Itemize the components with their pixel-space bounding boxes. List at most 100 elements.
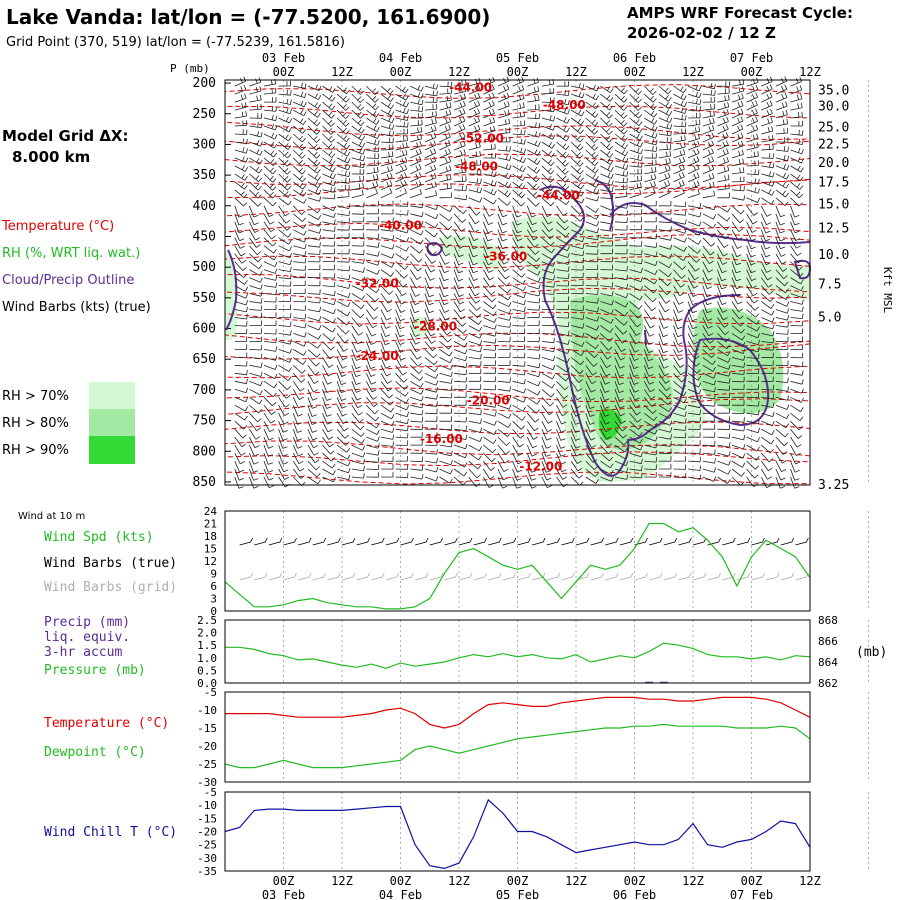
wind-barb	[717, 88, 730, 95]
wind-barb	[337, 225, 350, 231]
wind-barb	[614, 265, 628, 272]
wind-barb	[775, 146, 789, 152]
wind-barb	[644, 269, 658, 276]
wind-barb	[366, 349, 376, 362]
pressure-label: Pressure (mb)	[44, 663, 146, 678]
wind-barb	[629, 168, 642, 175]
wind-barb	[600, 273, 613, 279]
wind-barb	[717, 476, 731, 484]
wind-barb	[468, 187, 482, 194]
wind-barb	[614, 301, 629, 308]
wind-barb	[644, 420, 658, 428]
wind-barb	[322, 101, 336, 111]
wind-barb	[629, 333, 640, 345]
panel-frame	[224, 619, 811, 684]
wind-barb	[263, 114, 278, 122]
wind-barb	[526, 476, 537, 489]
wind-barb	[497, 221, 507, 234]
surface-wind-barb-grid	[663, 572, 678, 581]
wind-barb	[585, 272, 599, 279]
wind-barb	[336, 85, 350, 95]
wind-barb	[746, 468, 759, 479]
wind-barb	[293, 272, 306, 279]
wind-barb	[746, 84, 759, 95]
wind-barb	[395, 464, 409, 470]
wind-barb	[512, 299, 526, 306]
wind-barb	[570, 91, 585, 99]
wind-barb	[688, 402, 702, 409]
surface-wind-barb-true	[517, 537, 531, 546]
wind-barb	[249, 291, 263, 297]
wind-barb	[673, 365, 686, 376]
wind10m-title: Wind at 10 m	[18, 511, 85, 522]
pressure-tick-label: 862	[818, 677, 838, 690]
wind-barb	[366, 450, 380, 456]
wind-barb	[512, 269, 526, 278]
wind-barb	[731, 100, 744, 111]
wind-barb	[746, 100, 758, 111]
wind-barb	[673, 388, 687, 397]
wind-barb	[278, 157, 291, 167]
wind-barb	[761, 84, 773, 95]
wind-barb	[468, 346, 482, 353]
legend-rh80-label: RH > 80%	[2, 416, 69, 431]
wind-barb	[527, 165, 541, 174]
wind-barb	[380, 277, 394, 286]
wind-barb	[731, 269, 742, 282]
wind-barb	[395, 456, 408, 462]
surface-wind-barb-true	[663, 537, 678, 546]
wind-barb	[643, 325, 655, 337]
wind-barb	[351, 125, 365, 134]
wind-barb	[790, 444, 801, 456]
wind-barb	[644, 132, 658, 139]
wind-barb	[643, 317, 655, 329]
wind-barb	[380, 381, 393, 392]
wind-barb	[746, 317, 760, 325]
wind-barb	[556, 213, 569, 224]
wind-barb	[790, 181, 804, 190]
wind-barb	[614, 317, 628, 326]
wind-barb	[658, 261, 673, 269]
wind-barb	[746, 124, 759, 135]
wind-barb	[614, 325, 628, 335]
wind-barb	[453, 333, 468, 341]
wind-barb	[307, 256, 321, 263]
wind-barb	[351, 341, 362, 353]
wind-barb	[424, 364, 439, 373]
wind-barb	[424, 156, 437, 167]
wind-barb	[731, 167, 745, 175]
hour-tick-label: 00Z	[624, 65, 646, 79]
wind-barb	[790, 420, 803, 430]
wind-barb	[585, 157, 599, 167]
wind-barb	[336, 141, 351, 150]
wind-barb	[600, 125, 613, 135]
wind-barb	[380, 172, 393, 183]
wind-barb	[439, 416, 452, 422]
height-tick-label: 17.5	[818, 175, 849, 190]
wind-barb	[658, 130, 672, 137]
wind-barb	[614, 460, 629, 467]
wind-barb	[585, 468, 599, 477]
wind-barb	[278, 213, 291, 224]
wind-barb	[731, 468, 745, 477]
wind-barb	[395, 317, 405, 330]
wind-barb	[600, 452, 614, 462]
wind-barb	[717, 261, 727, 274]
wind-barb	[366, 251, 380, 257]
wind-barb	[424, 83, 439, 90]
wind-barb	[585, 181, 600, 188]
wind-barb	[468, 409, 482, 415]
wind-barb	[307, 272, 321, 278]
wind-barb	[702, 285, 712, 298]
wind-barb	[600, 149, 614, 158]
wind-barb	[453, 269, 464, 282]
wind-barb	[673, 309, 683, 322]
wind-barb	[424, 110, 438, 119]
wind-barb	[702, 205, 717, 211]
wind-barb	[483, 352, 496, 359]
wind-barb	[731, 452, 746, 459]
wind-barb	[512, 229, 523, 242]
wind-barb	[687, 309, 698, 322]
wind-barb	[249, 444, 260, 457]
wind-barb	[497, 428, 511, 437]
